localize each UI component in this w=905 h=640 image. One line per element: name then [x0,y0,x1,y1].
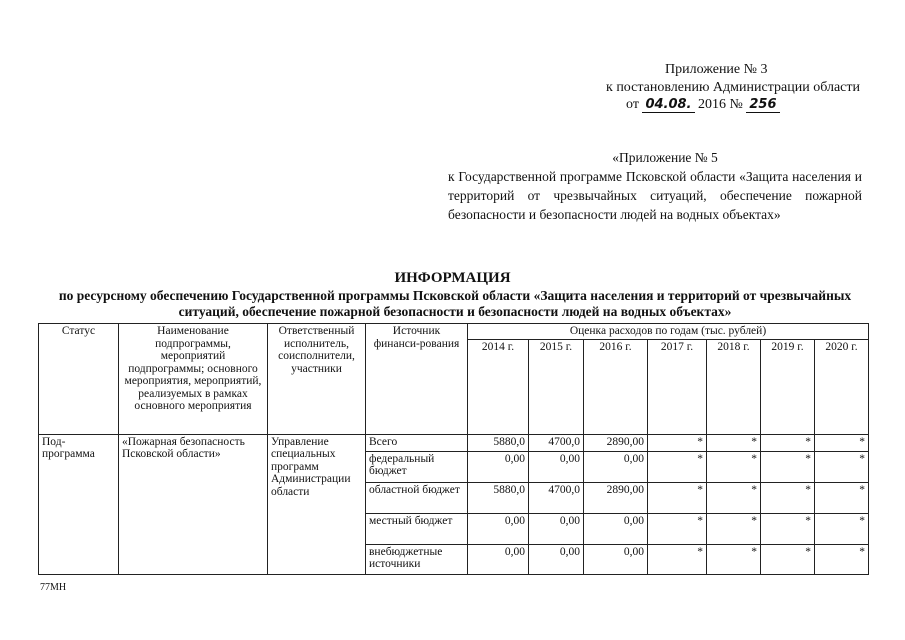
annex-number: Приложение № 3 [665,62,768,77]
table-row: областной бюджет 5880,0 4700,0 2890,00 * * * * [39,481,869,514]
source-cell: внебюджетные источники [365,543,468,575]
value-cell: * [706,481,761,514]
resolution-ref: к постановлению Администрации области [606,80,860,95]
header-estimate: Оценка расходов по годам (тыс. рублей) [467,323,869,340]
status-cell: Под-программа [38,433,119,575]
value-cell: 4700,0 [528,433,584,452]
value-cell: 2890,00 [583,481,648,514]
value-cell: * [706,512,761,545]
source-cell: областной бюджет [365,481,468,514]
table-row: внебюджетные источники 0,00 0,00 0,00 * * * * [39,543,869,575]
value-cell: * [760,512,815,545]
header-year: 2014 г. [467,338,529,435]
name-cell: «Пожарная безопасность Псковской области… [118,433,268,575]
value-cell: 0,00 [528,450,584,483]
value-cell: 5880,0 [467,481,529,514]
date-year: 2016 № [698,97,743,112]
value-cell: * [760,450,815,483]
source-cell: федеральный бюджет [365,450,468,483]
value-cell: * [814,450,869,483]
date-prefix: от [626,97,639,112]
footer-code: 77МН [40,582,67,593]
value-cell: 0,00 [467,543,529,575]
document-subtitle: по ресурсному обеспечению Государственно… [58,288,852,319]
value-cell: * [706,543,761,575]
value-cell: 5880,0 [467,433,529,452]
header-responsible: Ответственный исполнитель, соисполнители… [267,323,366,435]
annex5-block: «Приложение № 5 к Государственной програ… [448,148,862,224]
header-status: Статус [38,323,119,435]
header-year: 2020 г. [814,338,869,435]
annex5-title: «Приложение № 5 [612,150,718,165]
value-cell: * [760,481,815,514]
header-year: 2018 г. [706,338,761,435]
value-cell: 0,00 [467,450,529,483]
value-cell: * [647,433,707,452]
value-cell: * [814,543,869,575]
value-cell: 0,00 [528,543,584,575]
value-cell: * [760,543,815,575]
source-cell: Всего [365,433,468,452]
document-title: ИНФОРМАЦИЯ [394,270,511,286]
value-cell: * [706,450,761,483]
resource-table: Статус Наименование подпрограммы, меропр… [38,323,869,575]
annex5-body: к Государственной программе Псковской об… [448,169,862,222]
header-source: Источник финанси-рования [365,323,468,435]
responsible-cell: Управление специальных программ Админист… [267,433,366,575]
header-year: 2015 г. [528,338,584,435]
value-cell: * [760,433,815,452]
value-cell: 0,00 [467,512,529,545]
value-cell: * [647,481,707,514]
header-year: 2019 г. [760,338,815,435]
source-cell: местный бюджет [365,512,468,545]
value-cell: * [647,543,707,575]
table-row: Под-программа «Пожарная безопасность Пско… [38,433,869,575]
header-name: Наименование подпрограммы, мероприятий п… [118,323,268,435]
header-year: 2016 г. [583,338,648,435]
value-cell: * [647,450,707,483]
handwritten-number: 256 [746,97,780,113]
handwritten-date: 04.08. [642,97,695,113]
header-year: 2017 г. [647,338,707,435]
value-cell: 4700,0 [528,481,584,514]
value-cell: * [814,512,869,545]
value-cell: * [814,433,869,452]
value-cell: * [706,433,761,452]
value-cell: 0,00 [583,512,648,545]
value-cell: * [647,512,707,545]
resolution-date: от 04.08. 2016 № 256 [626,97,780,113]
value-cell: 0,00 [583,450,648,483]
table-row: местный бюджет 0,00 0,00 0,00 * * * * [39,512,869,545]
value-cell: * [814,481,869,514]
value-cell: 2890,00 [583,433,648,452]
table-row: федеральный бюджет 0,00 0,00 0,00 * * * * [39,450,869,483]
value-cell: 0,00 [583,543,648,575]
value-cell: 0,00 [528,512,584,545]
